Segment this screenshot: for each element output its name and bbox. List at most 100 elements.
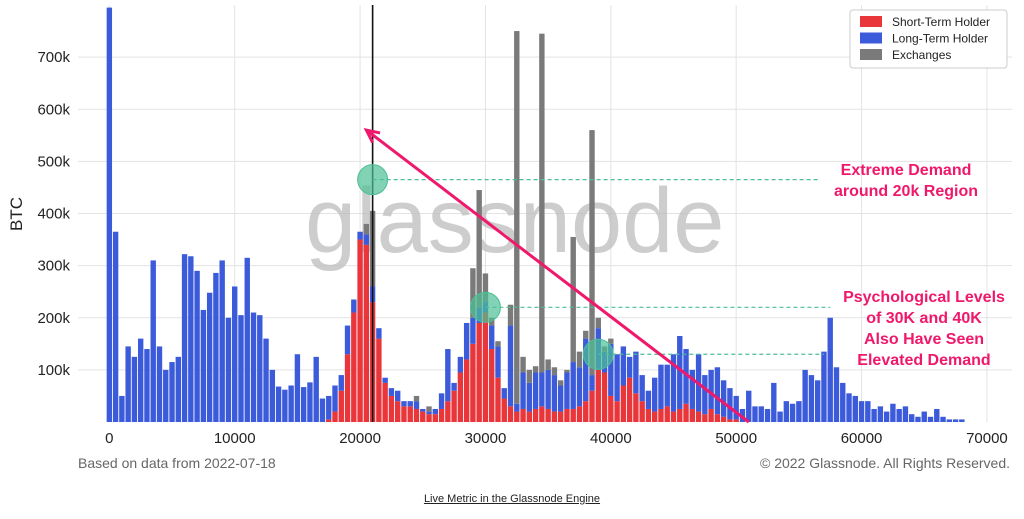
bar-lth: [626, 356, 633, 378]
y-tick-label: 200k: [37, 310, 70, 327]
bar-exchanges: [539, 33, 545, 373]
bar-sth: [526, 411, 533, 422]
bar-lth: [294, 354, 301, 422]
bar-lth: [614, 354, 620, 402]
bar-sth: [702, 414, 708, 422]
bar-sth: [438, 408, 445, 422]
bar-exchanges: [608, 338, 614, 344]
annotation-extreme-demand: Extreme Demand: [841, 162, 972, 179]
bar-sth: [645, 408, 652, 422]
bar-sth: [463, 359, 470, 422]
annotation-extreme-demand: around 20k Region: [834, 183, 978, 200]
bar-lth: [382, 377, 388, 383]
y-tick-label: 300k: [37, 258, 70, 275]
y-tick-labels: 100k 200k 300k 400k 500k 600k 700k: [37, 49, 70, 379]
bar-lth: [150, 260, 156, 422]
bar-lth: [539, 372, 545, 407]
x-tick-labels: 0 10000 20000 30000 40000 50000 60000 70000: [105, 430, 1008, 447]
bar-sth: [426, 414, 432, 422]
footer-copyright: © 2022 Glassnode. All Rights Reserved.: [759, 455, 1010, 471]
bar-exchanges: [470, 268, 476, 318]
bar-sth: [445, 401, 451, 422]
bar-sth: [420, 411, 426, 422]
bar-lth: [746, 390, 752, 422]
bar-lth: [921, 411, 927, 422]
bar-exchanges: [595, 317, 601, 329]
bar-lth: [451, 382, 457, 391]
bar-sth: [407, 406, 413, 422]
bar-lth: [244, 257, 250, 422]
bar-sth: [476, 322, 482, 422]
bar-lth: [388, 388, 395, 396]
bar-sth: [626, 377, 633, 422]
bar-lth: [727, 388, 733, 420]
bar-lth: [300, 387, 307, 422]
bar-lth: [137, 338, 144, 422]
bar-lth: [827, 317, 833, 422]
grid: [78, 5, 1012, 422]
bar-lth: [319, 398, 326, 422]
legend-box: [849, 9, 1008, 69]
bar-lth: [752, 406, 758, 422]
bar-lth: [952, 419, 959, 422]
bar-lth: [344, 325, 351, 355]
bar-sth: [551, 411, 558, 422]
bar-lth: [332, 385, 338, 412]
bar-exchanges: [489, 317, 495, 326]
bar-sth: [344, 354, 351, 422]
bar-exchanges: [476, 190, 482, 308]
bar-lth: [934, 408, 940, 422]
bar-sth: [557, 411, 564, 422]
bar-sth: [720, 416, 727, 422]
y-tick-label: 700k: [37, 49, 70, 66]
y-tick-label: 500k: [37, 153, 70, 170]
bar-lth: [639, 375, 645, 402]
bar-lth: [833, 367, 840, 422]
annotation-psych-levels: Psychological Levels: [843, 289, 1005, 306]
bar-exchanges: [557, 380, 564, 386]
bar-lth: [206, 292, 213, 422]
bar-lth: [338, 375, 344, 391]
bar-exchanges: [532, 366, 539, 373]
bar-sth: [394, 401, 401, 422]
bar-lth: [796, 401, 802, 422]
annotation-psych-levels: Elevated Demand: [857, 352, 990, 369]
bar-lth: [802, 369, 808, 422]
bar-lth: [633, 351, 639, 394]
y-tick-label: 100k: [37, 362, 70, 379]
legend-label-exchanges: Exchanges: [892, 48, 951, 62]
bar-sth: [608, 395, 614, 422]
bar-lth: [670, 354, 677, 412]
bar-exchanges: [426, 406, 432, 412]
bar-lth: [288, 385, 294, 422]
bar-lth: [783, 401, 790, 422]
bar-lth: [112, 231, 119, 422]
bars: [106, 7, 965, 422]
bar-sth: [689, 408, 696, 422]
bar-lth: [181, 254, 188, 422]
bar-sth: [457, 372, 464, 422]
bar-sth: [677, 408, 683, 422]
bar-sth: [583, 401, 589, 422]
bar-lth: [840, 382, 846, 422]
bar-lth: [420, 408, 426, 412]
live-metric-link[interactable]: Live Metric in the Glassnode Engine: [423, 493, 601, 505]
bar-lth: [376, 328, 382, 339]
bar-lth: [526, 382, 533, 412]
annotation-overlay: [357, 5, 831, 424]
bar-sth: [670, 411, 677, 422]
bar-sth: [539, 406, 545, 422]
bar-sth: [501, 398, 507, 422]
bar-sth: [357, 239, 363, 422]
footer-source-note: Based on data from 2022-07-18: [78, 455, 276, 471]
bar-sth: [326, 419, 332, 422]
bar-lth: [169, 362, 175, 422]
annotations: Extreme Demand around 20k Region Psycholog…: [834, 162, 1005, 369]
bar-sth: [570, 408, 576, 422]
bar-lth: [257, 315, 263, 422]
bar-lth: [645, 390, 652, 409]
bar-lth: [394, 390, 401, 402]
legend: Short-Term Holder Long-Term Holder Exchang…: [849, 9, 1008, 69]
bar-lth: [501, 388, 507, 399]
x-tick-label: 60000: [841, 430, 883, 447]
